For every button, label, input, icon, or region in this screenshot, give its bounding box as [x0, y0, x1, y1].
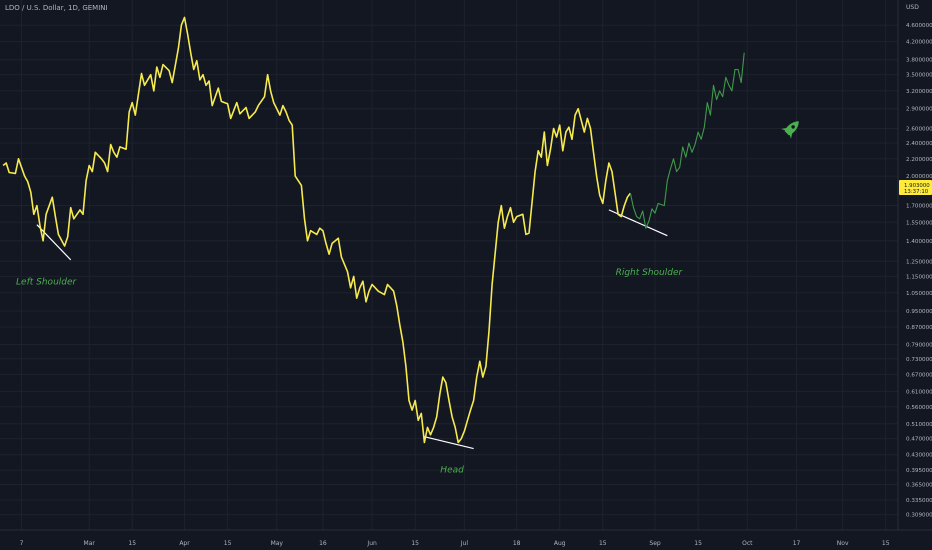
price-tick-label: 4.200000: [906, 40, 932, 46]
time-tick-label: 15: [882, 540, 890, 547]
time-axis[interactable]: 7 Mar 15 Apr 15 May 16 Jun 15 Jul 18 Aug 15 Sep 15 Oct 1…: [20, 540, 890, 547]
price-tick-label: 2.400000: [906, 141, 932, 147]
annotations: Left Shoulder Head Right Shoulder: [16, 268, 683, 476]
time-tick-label: Aug: [554, 540, 566, 547]
series: [2, 16, 745, 444]
price-axis[interactable]: 4.600000 4.200000 3.800000 3.500000 3.200000…: [906, 23, 932, 519]
price-tick-label: 0.470000: [906, 437, 932, 443]
price-tick-label: 0.395000: [906, 468, 932, 474]
time-tick-label: Oct: [742, 540, 753, 547]
price-tick-label: 1.250000: [906, 259, 932, 265]
price-tick-label: 1.050000: [906, 291, 932, 297]
time-tick-label: 16: [319, 540, 327, 547]
price-tick-label: 1.550000: [906, 220, 932, 226]
symbol-label: LDO / U.S. Dollar, 1D, GEMINI: [5, 4, 108, 12]
trendline: [36, 224, 72, 261]
pattern-label: Left Shoulder: [16, 277, 77, 287]
price-tick-label: 1.400000: [906, 239, 932, 245]
price-tick-label: 1.700000: [906, 204, 932, 210]
price-tick-label: 0.365000: [906, 482, 932, 488]
price-tick-label: 2.000000: [906, 174, 932, 180]
pattern-label: Right Shoulder: [616, 268, 684, 278]
time-tick-label: 17: [793, 540, 801, 547]
price-tick-label: 0.790000: [906, 342, 932, 348]
currency-label: USD: [906, 4, 919, 11]
price-tick-label: 3.800000: [906, 58, 932, 64]
time-tick-label: 15: [128, 540, 136, 547]
trendline: [424, 436, 474, 450]
price-tick-label: 0.510000: [906, 422, 932, 428]
rocket-icon: [781, 121, 799, 139]
price-tick-label: 0.335000: [906, 498, 932, 504]
price-tick-label: 0.430000: [906, 453, 932, 459]
price-tick-label: 0.950000: [906, 309, 932, 315]
time-tick-label: 15: [411, 540, 419, 547]
time-tick-label: Mar: [84, 540, 96, 547]
price-tick-label: 0.309000: [906, 513, 932, 519]
price-tick-label: 0.870000: [906, 325, 932, 331]
time-tick-label: Sep: [649, 540, 661, 547]
price-tick-label: 0.670000: [906, 372, 932, 378]
price-tick-label: 1.150000: [906, 274, 932, 280]
price-tick-label: 3.500000: [906, 73, 932, 79]
last-price-badge: 1.903000 13:37:10: [899, 180, 932, 195]
price-tick-label: 2.600000: [906, 127, 932, 133]
time-tick-label: 18: [513, 540, 521, 547]
grid: [0, 0, 898, 530]
last-price-badge-bg: [899, 180, 932, 195]
time-tick-label: Jun: [366, 540, 377, 547]
price-tick-label: 3.200000: [906, 89, 932, 95]
time-tick-label: Apr: [179, 540, 190, 547]
price-tick-label: 4.600000: [906, 23, 932, 29]
time-tick-label: 15: [599, 540, 607, 547]
time-tick-label: Nov: [837, 540, 849, 547]
price-tick-label: 0.730000: [906, 357, 932, 363]
last-price-countdown: 13:37:10: [904, 189, 929, 195]
price-tick-label: 0.560000: [906, 405, 932, 411]
time-tick-label: 7: [20, 540, 24, 547]
time-tick-label: Jul: [460, 540, 469, 547]
projection-line: [629, 52, 745, 229]
pattern-label: Head: [440, 465, 464, 475]
time-tick-label: 15: [694, 540, 702, 547]
last-price-value: 1.903000: [904, 183, 930, 189]
time-tick-label: 15: [224, 540, 232, 547]
price-line: [2, 16, 632, 444]
price-tick-label: 2.900000: [906, 107, 932, 113]
time-tick-label: May: [271, 540, 284, 547]
price-tick-label: 2.200000: [906, 157, 932, 163]
price-tick-label: 0.610000: [906, 389, 932, 395]
